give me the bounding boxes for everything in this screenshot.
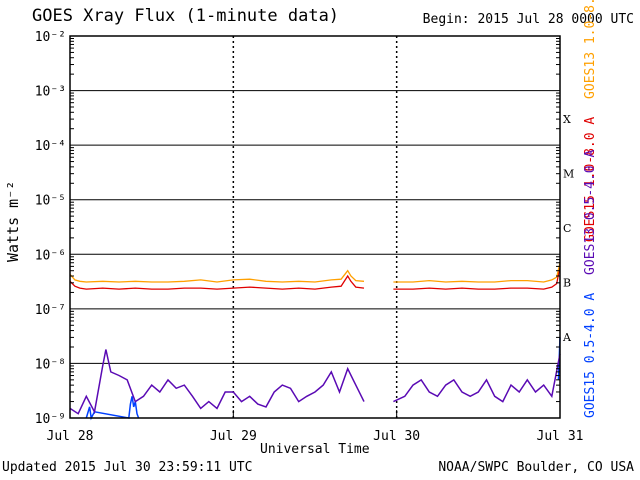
y-tick-label: 10⁻⁸ <box>35 357 66 372</box>
flare-class-m: M <box>563 167 574 180</box>
y-tick-label: 10⁻⁶ <box>35 248 66 263</box>
flare-class-x: X <box>563 113 571 126</box>
plot-frame <box>69 35 561 419</box>
y-tick-label: 10⁻³ <box>35 85 66 100</box>
series-line-4 <box>393 353 561 403</box>
y-tick-label: 10⁻⁹ <box>35 412 66 427</box>
begin-time: Begin: 2015 Jul 28 0000 UTC <box>422 12 634 27</box>
flare-class-c: C <box>563 222 571 235</box>
flare-class-b: B <box>563 277 571 290</box>
updated-timestamp: Updated 2015 Jul 30 23:59:11 UTC <box>2 460 253 475</box>
series-line-2 <box>393 262 561 283</box>
y-tick-label: 10⁻⁷ <box>35 303 66 318</box>
flare-class-labels: X M C B A <box>562 113 574 344</box>
series-layer <box>69 262 561 421</box>
flare-class-a: A <box>562 331 572 344</box>
credit-text: NOAA/SWPC Boulder, CO USA <box>438 460 634 475</box>
chart-title: GOES Xray Flux (1-minute data) <box>32 6 340 26</box>
y-tick-label: 10⁻⁴ <box>35 139 66 154</box>
y-tick-label: 10⁻⁵ <box>35 194 66 209</box>
series-line-3 <box>85 396 140 421</box>
x-axis-label: Universal Time <box>260 442 370 457</box>
x-tick-label: Jul 28 <box>47 429 94 444</box>
x-tick-labels: Jul 28 Jul 29 Jul 30 Jul 31 <box>47 429 584 444</box>
series-line-1 <box>69 274 365 290</box>
y-tick-label: 10⁻² <box>35 30 66 45</box>
x-tick-label: Jul 29 <box>210 429 257 444</box>
x-tick-label: Jul 31 <box>537 429 584 444</box>
y-tick-labels: 10⁻² 10⁻³ 10⁻⁴ 10⁻⁵ 10⁻⁶ 10⁻⁷ 10⁻⁸ 10⁻⁹ <box>35 30 66 427</box>
grid-lines <box>70 35 560 419</box>
series-line-1 <box>393 266 561 290</box>
series-line-2 <box>69 269 365 283</box>
series-line-4 <box>69 349 365 415</box>
x-tick-label: Jul 30 <box>373 429 420 444</box>
axes <box>69 35 561 419</box>
